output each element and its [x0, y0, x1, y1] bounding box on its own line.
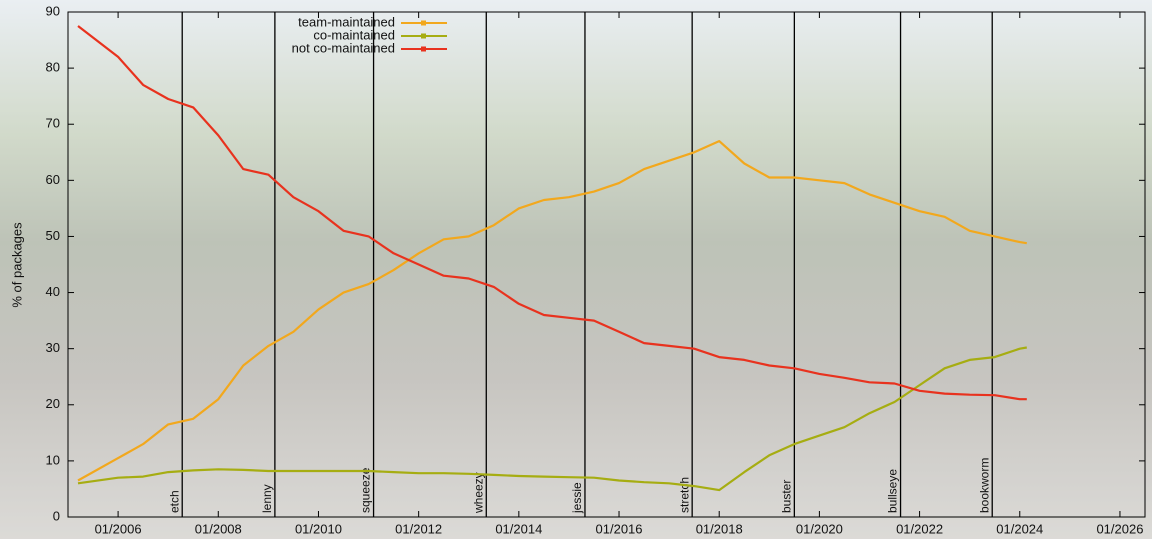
- y-tick-label: 50: [46, 228, 60, 243]
- y-tick-label: 90: [46, 3, 60, 18]
- x-tick-label: 01/2018: [696, 521, 743, 536]
- y-tick-label: 10: [46, 452, 60, 467]
- plot-frame: [67, 11, 1146, 518]
- y-tick-label: 80: [46, 60, 60, 75]
- release-label: squeeze: [359, 467, 373, 513]
- legend-label: co-maintained: [313, 27, 395, 42]
- legend-marker: [421, 20, 426, 26]
- legend-label: not co-maintained: [292, 40, 395, 55]
- x-tick-label: 01/2016: [596, 521, 643, 536]
- x-tick-label: 01/2022: [896, 521, 943, 536]
- release-label: bookworm: [977, 458, 991, 513]
- release-label: stretch: [677, 477, 691, 513]
- legend-marker: [421, 33, 426, 39]
- y-tick-label: 0: [53, 508, 60, 523]
- x-tick-label: 01/2014: [495, 521, 542, 536]
- series-line: [77, 346, 1027, 492]
- y-tick-label: 40: [46, 284, 60, 299]
- x-tick-label: 01/2010: [295, 521, 342, 536]
- release-label: etch: [167, 490, 181, 513]
- y-tick-label: 20: [46, 396, 60, 411]
- x-tick-label: 01/2024: [996, 521, 1043, 536]
- release-label: bullseye: [886, 469, 900, 513]
- y-tick-label: 30: [46, 340, 60, 355]
- series-line: [77, 25, 1027, 401]
- release-label: wheezy: [471, 472, 485, 514]
- y-tick-label: 70: [46, 116, 60, 131]
- y-tick-label: 60: [46, 172, 60, 187]
- x-tick-label: 01/2026: [1096, 521, 1143, 536]
- series-line: [77, 140, 1027, 482]
- y-axis-label: % of packages: [9, 222, 24, 308]
- legend-marker: [421, 46, 426, 52]
- x-tick-label: 01/2006: [95, 521, 142, 536]
- release-label: jessie: [570, 482, 584, 514]
- release-label: buster: [780, 480, 794, 513]
- x-tick-label: 01/2012: [395, 521, 442, 536]
- x-tick-label: 01/2008: [195, 521, 242, 536]
- x-tick-label: 01/2020: [796, 521, 843, 536]
- release-label: lenny: [260, 484, 274, 513]
- legend-label: team-maintained: [298, 14, 395, 29]
